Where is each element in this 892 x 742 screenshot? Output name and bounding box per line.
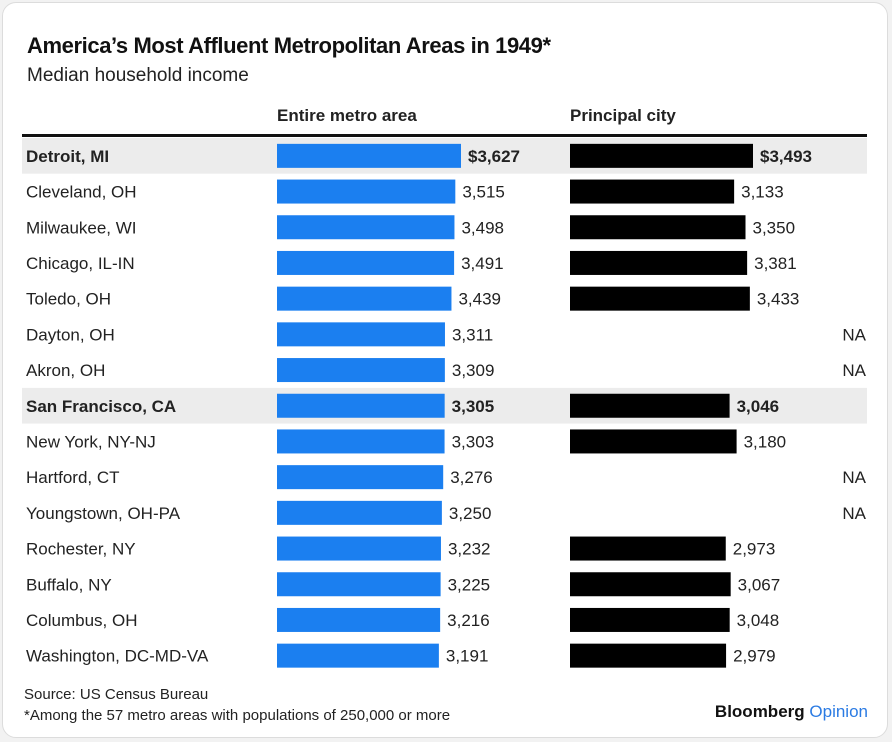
row-label: Columbus, OH bbox=[26, 611, 137, 630]
metro-value-label: $3,627 bbox=[468, 147, 520, 166]
metro-value-label: 3,191 bbox=[446, 647, 489, 666]
metro-bar bbox=[277, 643, 439, 668]
city-value-label: NA bbox=[842, 361, 866, 380]
metro-value-label: 3,491 bbox=[461, 254, 504, 273]
brand-name: Bloomberg bbox=[714, 702, 805, 721]
metro-value-label: 3,498 bbox=[461, 218, 504, 237]
metro-value-label: 3,216 bbox=[447, 611, 490, 630]
row-label: Milwaukee, WI bbox=[26, 218, 137, 237]
city-bar bbox=[570, 572, 731, 597]
city-value-label: 2,979 bbox=[733, 647, 776, 666]
city-value-label: 3,133 bbox=[741, 183, 784, 202]
city-bar bbox=[570, 250, 748, 275]
city-value-label: 3,350 bbox=[753, 218, 796, 237]
row-label: Akron, OH bbox=[26, 361, 105, 380]
city-bar bbox=[570, 179, 735, 204]
metro-value-label: 3,439 bbox=[458, 290, 501, 309]
row-label: Washington, DC-MD-VA bbox=[26, 647, 209, 666]
city-bar bbox=[570, 643, 727, 668]
metro-value-label: 3,232 bbox=[448, 540, 491, 559]
metro-bar bbox=[277, 179, 456, 204]
city-bar bbox=[570, 215, 746, 240]
source-note: Source: US Census Bureau bbox=[24, 686, 209, 703]
city-value-label: 3,048 bbox=[737, 611, 780, 630]
metro-value-label: 3,250 bbox=[449, 504, 492, 523]
city-bar bbox=[570, 143, 753, 168]
footnote: *Among the 57 metro areas with populatio… bbox=[24, 707, 451, 724]
row-label: Dayton, OH bbox=[26, 325, 115, 344]
metro-bar bbox=[277, 143, 461, 168]
header-rule bbox=[22, 134, 867, 137]
column-header-city: Principal city bbox=[570, 106, 676, 125]
brand-logo: Bloomberg Opinion bbox=[715, 702, 868, 722]
row-label: New York, NY-NJ bbox=[26, 432, 156, 451]
city-value-label: 3,433 bbox=[757, 290, 800, 309]
city-bar bbox=[570, 393, 730, 418]
metro-value-label: 3,305 bbox=[452, 397, 495, 416]
row-label: Hartford, CT bbox=[26, 468, 120, 487]
metro-bar bbox=[277, 572, 441, 597]
metro-bar bbox=[277, 500, 442, 525]
metro-value-label: 3,309 bbox=[452, 361, 495, 380]
city-value-label: 3,180 bbox=[744, 432, 787, 451]
metro-value-label: 3,303 bbox=[452, 432, 495, 451]
metro-bar bbox=[277, 429, 445, 454]
city-value-label: NA bbox=[842, 325, 866, 344]
city-bar bbox=[570, 286, 750, 311]
city-value-label: 3,381 bbox=[754, 254, 797, 273]
row-label: Chicago, IL-IN bbox=[26, 254, 135, 273]
metro-bar bbox=[277, 286, 452, 311]
city-value-label: NA bbox=[842, 468, 866, 487]
metro-bar bbox=[277, 536, 441, 561]
metro-value-label: 3,515 bbox=[462, 183, 505, 202]
metro-value-label: 3,311 bbox=[452, 325, 493, 344]
row-label: Toledo, OH bbox=[26, 290, 111, 309]
city-value-label: 3,067 bbox=[738, 575, 781, 594]
city-value-label: 2,973 bbox=[733, 540, 776, 559]
metro-bar bbox=[277, 215, 455, 240]
row-label: Cleveland, OH bbox=[26, 183, 137, 202]
metro-bar bbox=[277, 607, 441, 632]
brand-sub: Opinion bbox=[809, 702, 868, 721]
row-label: Rochester, NY bbox=[26, 540, 136, 559]
column-header-metro: Entire metro area bbox=[277, 106, 417, 125]
chart-subtitle: Median household income bbox=[27, 65, 249, 86]
metro-value-label: 3,276 bbox=[450, 468, 493, 487]
chart-title: America’s Most Affluent Metropolitan Are… bbox=[27, 33, 551, 58]
metro-value-label: 3,225 bbox=[448, 575, 491, 594]
city-value-label: 3,046 bbox=[737, 397, 780, 416]
city-bar bbox=[570, 429, 737, 454]
city-bar bbox=[570, 607, 730, 632]
city-bar bbox=[570, 536, 726, 561]
row-label: San Francisco, CA bbox=[26, 397, 176, 416]
metro-bar bbox=[277, 393, 445, 418]
city-value-label: NA bbox=[842, 504, 866, 523]
row-label: Youngstown, OH-PA bbox=[26, 504, 181, 523]
metro-bar bbox=[277, 358, 445, 383]
metro-bar bbox=[277, 465, 444, 490]
row-label: Buffalo, NY bbox=[26, 575, 112, 594]
metro-bar bbox=[277, 250, 455, 275]
city-value-label: $3,493 bbox=[760, 147, 812, 166]
row-label: Detroit, MI bbox=[26, 147, 109, 166]
metro-bar bbox=[277, 322, 445, 347]
